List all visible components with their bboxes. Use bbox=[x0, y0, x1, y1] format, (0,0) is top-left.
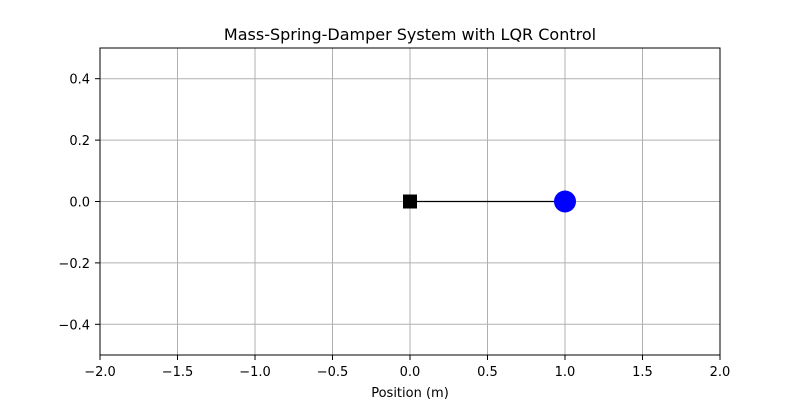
anchor-square-marker bbox=[403, 194, 417, 209]
x-tick-label: −2.0 bbox=[84, 365, 116, 380]
x-tick-label: 2.0 bbox=[710, 365, 731, 380]
y-tick-label: −0.4 bbox=[58, 318, 90, 333]
tick-layer: −2.0 −1.5 −1.0 −0.5 0.0 0.5 1.0 1.5 2.0 −0.4 −0.2 0… bbox=[58, 73, 730, 380]
x-tick-label: 1.5 bbox=[632, 365, 653, 380]
x-tick-label: −1.0 bbox=[239, 365, 271, 380]
x-tick-label: 0.5 bbox=[477, 365, 498, 380]
x-tick-label: 0.0 bbox=[400, 365, 421, 380]
x-tick-label: −0.5 bbox=[317, 365, 349, 380]
mass-circle-marker bbox=[554, 190, 576, 213]
x-axis-label: Position (m) bbox=[371, 386, 449, 400]
series-layer bbox=[403, 190, 576, 213]
x-tick-label: −1.5 bbox=[162, 365, 194, 380]
y-tick-label: 0.4 bbox=[69, 73, 90, 88]
y-tick-label: −0.2 bbox=[58, 257, 90, 272]
x-tick-label: 1.0 bbox=[555, 365, 576, 380]
y-tick-label: 0.0 bbox=[69, 196, 90, 211]
y-tick-label: 0.2 bbox=[69, 134, 90, 149]
chart-title: Mass-Spring-Damper System with LQR Contr… bbox=[224, 25, 596, 44]
